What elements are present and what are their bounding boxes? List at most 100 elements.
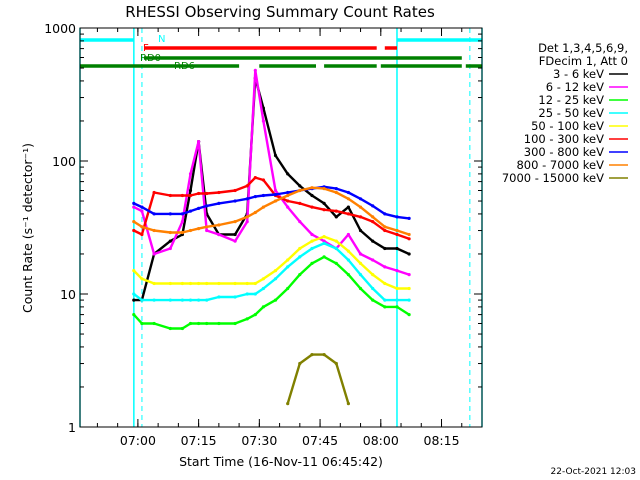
series-4-point-12 <box>261 277 265 281</box>
series-6-point-1 <box>140 205 144 209</box>
series-7-point-21 <box>371 215 375 219</box>
series-1-point-22 <box>383 265 387 269</box>
series-2-point-21 <box>371 298 375 302</box>
series-8-point-15 <box>298 361 302 366</box>
series-2-point-19 <box>346 273 350 277</box>
series-line-8 <box>286 353 350 404</box>
series-4-point-1 <box>140 277 144 281</box>
series-3-point-10 <box>245 292 249 296</box>
y-tick-label-3: 1000 <box>44 21 76 36</box>
series-2-point-18 <box>334 261 338 265</box>
series-1-point-14 <box>286 205 290 209</box>
series-7-point-4 <box>180 230 184 235</box>
series-6-point-4 <box>180 212 184 216</box>
series-1-point-11 <box>253 68 257 72</box>
series-6-point-10 <box>245 197 249 201</box>
series-4-point-5 <box>188 281 193 286</box>
series-1-point-15 <box>298 220 302 224</box>
x-tick-label-2: 07:30 <box>241 433 277 448</box>
series-1-point-0 <box>132 205 136 209</box>
series-7-point-24 <box>407 232 411 237</box>
series-2-point-2 <box>152 321 156 326</box>
series-5-point-9 <box>233 188 237 193</box>
series-1-point-12 <box>261 119 265 123</box>
series-1-point-21 <box>371 258 375 262</box>
chart-title: RHESSI Observing Summary Count Rates <box>125 3 435 21</box>
series-1-point-9 <box>233 239 237 243</box>
series-5-point-6 <box>197 191 201 196</box>
series-3-point-19 <box>346 258 350 262</box>
series-2-point-11 <box>253 313 257 317</box>
series-6-point-8 <box>217 201 221 205</box>
series-7-point-19 <box>346 197 350 201</box>
series-6-point-13 <box>273 192 278 197</box>
series-2-point-4 <box>180 326 184 331</box>
series-3-point-4 <box>180 298 184 302</box>
series-4-point-9 <box>233 281 237 286</box>
series-5-point-17 <box>322 208 326 212</box>
x-tick-label-4: 08:00 <box>363 433 399 448</box>
legend-label-6: 300 - 800 keV <box>524 145 604 159</box>
series-5-point-3 <box>168 193 172 198</box>
series-3-point-23 <box>395 298 399 302</box>
series-6-point-22 <box>383 212 387 216</box>
series-7-point-11 <box>253 210 257 215</box>
series-4-point-3 <box>168 281 172 286</box>
series-2-point-10 <box>245 317 249 321</box>
series-1-point-16 <box>310 232 314 237</box>
series-3-point-8 <box>217 295 221 299</box>
series-8-point-18 <box>334 361 338 366</box>
series-7-point-7 <box>205 225 209 229</box>
legend-label-7: 800 - 7000 keV <box>516 158 604 172</box>
series-3-point-12 <box>261 286 265 291</box>
legend-label-5: 100 - 300 keV <box>524 132 604 146</box>
series-5-point-11 <box>253 176 257 180</box>
series-2-point-9 <box>233 321 237 326</box>
x-tick-label-3: 07:45 <box>302 433 338 448</box>
series-6-point-6 <box>197 206 201 210</box>
series-5-point-14 <box>286 199 290 203</box>
x-tick-label-0: 07:00 <box>120 433 156 448</box>
series-7-point-18 <box>334 190 338 195</box>
series-3-point-5 <box>188 298 193 302</box>
series-7-point-0 <box>132 220 136 224</box>
series-line-3 <box>133 242 410 302</box>
legend-label-3: 25 - 50 keV <box>538 106 604 120</box>
series-4-point-8 <box>217 281 221 286</box>
legend-label-1: 6 - 12 keV <box>546 80 604 94</box>
series-7-point-3 <box>168 230 172 235</box>
series-7-point-2 <box>152 228 156 233</box>
series-4-point-13 <box>273 269 278 273</box>
series-6-point-0 <box>132 201 136 205</box>
legend: Det 1,3,4,5,6,9, FDecim 1, Att 0 3 - 6 k… <box>502 41 628 185</box>
series-0-point-20 <box>358 228 363 233</box>
series-3-point-0 <box>132 292 136 296</box>
series-8-point-19 <box>346 402 350 406</box>
series-7-point-22 <box>383 225 387 229</box>
flag-label-1: F <box>143 43 149 54</box>
series-0-point-19 <box>346 205 350 209</box>
series-4-point-18 <box>334 239 338 243</box>
x-tick-label-1: 07:15 <box>181 433 217 448</box>
series-5-point-8 <box>217 190 221 195</box>
series-6-point-19 <box>346 190 350 195</box>
series-4-point-23 <box>395 286 399 291</box>
series-6-point-18 <box>334 187 338 191</box>
series-8-point-14 <box>286 402 290 406</box>
series-1-point-23 <box>395 269 399 273</box>
timestamp-label: 22-Oct-2021 12:03 <box>551 467 636 477</box>
series-3-point-18 <box>334 246 338 251</box>
series-4-point-11 <box>253 281 257 286</box>
series-5-point-24 <box>407 237 411 241</box>
series-7-point-12 <box>261 205 265 209</box>
series-3-point-20 <box>358 273 363 277</box>
series-6-point-24 <box>407 216 411 220</box>
y-tick-label-2: 100 <box>52 154 76 169</box>
series-3-point-7 <box>205 298 209 302</box>
series-7-point-9 <box>233 220 237 224</box>
series-3-point-16 <box>310 246 314 251</box>
series-4-point-14 <box>286 258 290 262</box>
series-layer <box>132 68 411 406</box>
plot-frame <box>79 27 483 428</box>
